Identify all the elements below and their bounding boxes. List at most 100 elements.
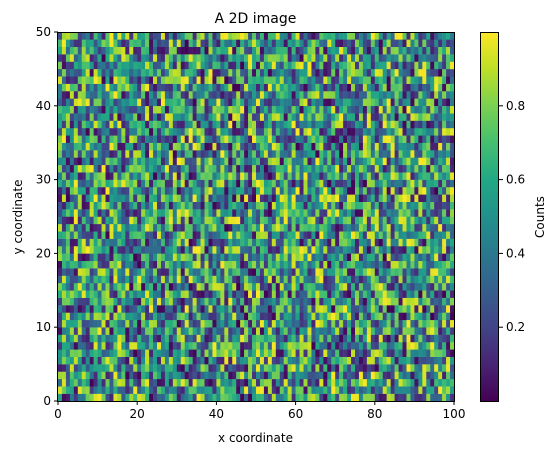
heatmap-cell	[137, 135, 142, 143]
heatmap-cell	[343, 312, 348, 321]
heatmap-cell	[117, 76, 122, 84]
heatmap-cell	[232, 105, 237, 114]
heatmap-cell	[382, 120, 387, 129]
heatmap-cell	[89, 275, 94, 284]
heatmap-cell	[252, 54, 257, 62]
heatmap-cell	[406, 179, 411, 188]
heatmap-cell	[212, 172, 217, 180]
heatmap-cell	[93, 305, 98, 313]
heatmap-cell	[240, 364, 245, 372]
heatmap-cell	[351, 341, 356, 350]
heatmap-cell	[137, 297, 142, 306]
heatmap-cell	[244, 83, 249, 92]
heatmap-cell	[164, 105, 170, 114]
heatmap-cell	[113, 127, 118, 136]
heatmap-cell	[81, 209, 86, 217]
heatmap-cell	[133, 46, 138, 55]
heatmap-cell	[101, 68, 106, 77]
heatmap-cell	[402, 127, 407, 136]
heatmap-cell	[248, 282, 253, 291]
heatmap-cell	[89, 349, 94, 357]
heatmap-cell	[442, 105, 447, 114]
heatmap-cell	[446, 83, 451, 92]
heatmap-cell	[105, 157, 110, 166]
heatmap-cell	[58, 334, 63, 343]
heatmap-cell	[307, 142, 312, 151]
heatmap-cell	[331, 393, 336, 402]
heatmap-cell	[362, 386, 368, 394]
heatmap-cell	[164, 319, 170, 328]
heatmap-cell	[85, 91, 90, 99]
heatmap-cell	[97, 312, 102, 321]
heatmap-cell	[77, 305, 83, 313]
heatmap-cell	[232, 113, 237, 121]
heatmap-cell	[351, 54, 356, 62]
heatmap-cell	[275, 135, 281, 143]
heatmap-cell	[351, 201, 356, 210]
heatmap-cell	[58, 39, 63, 48]
heatmap-cell	[267, 201, 273, 210]
heatmap-cell	[402, 113, 407, 121]
heatmap-cell	[200, 282, 205, 291]
heatmap-cell	[97, 127, 102, 136]
heatmap-cell	[236, 378, 241, 387]
heatmap-cell	[168, 105, 174, 114]
heatmap-cell	[430, 32, 435, 40]
heatmap-cell	[188, 39, 193, 48]
heatmap-cell	[252, 120, 257, 129]
heatmap-cell	[125, 216, 130, 225]
heatmap-cell	[323, 253, 328, 262]
heatmap-cell	[220, 356, 225, 365]
heatmap-cell	[331, 238, 336, 247]
heatmap-cell	[129, 356, 134, 365]
heatmap-cell	[335, 68, 340, 77]
heatmap-cell	[58, 98, 63, 107]
heatmap-cell	[220, 312, 225, 321]
heatmap-cell	[390, 98, 395, 107]
heatmap-cell	[390, 113, 395, 121]
heatmap-cell	[180, 275, 185, 284]
heatmap-cell	[299, 238, 304, 247]
heatmap-cell	[335, 209, 340, 217]
heatmap-cell	[212, 150, 217, 158]
heatmap-cell	[204, 268, 209, 276]
heatmap-cell	[446, 268, 451, 276]
heatmap-cell	[422, 98, 427, 107]
heatmap-cell	[89, 201, 94, 210]
heatmap-cell	[422, 76, 427, 84]
heatmap-cell	[248, 54, 253, 62]
heatmap-cell	[188, 378, 193, 387]
heatmap-cell	[69, 68, 75, 77]
heatmap-cell	[279, 260, 284, 269]
heatmap-cell	[117, 297, 122, 306]
heatmap-cell	[77, 98, 83, 107]
heatmap-cell	[141, 54, 146, 62]
heatmap-cell	[133, 341, 138, 350]
heatmap-cell	[105, 312, 110, 321]
heatmap-cell	[422, 341, 427, 350]
heatmap-cell	[252, 364, 257, 372]
heatmap-cell	[402, 356, 407, 365]
heatmap-cell	[184, 305, 189, 313]
heatmap-cell	[275, 120, 281, 129]
heatmap-cell	[236, 76, 241, 84]
heatmap-cell	[358, 150, 364, 158]
heatmap-cell	[263, 83, 269, 92]
heatmap-cell	[303, 275, 308, 284]
heatmap-cell	[319, 46, 324, 55]
heatmap-cell	[291, 386, 296, 394]
heatmap-cell	[343, 113, 348, 121]
heatmap-cell	[113, 290, 118, 298]
heatmap-cell	[149, 305, 154, 313]
heatmap-cell	[216, 341, 221, 350]
heatmap-cell	[109, 120, 114, 129]
heatmap-cell	[192, 297, 197, 306]
heatmap-cell	[327, 312, 332, 321]
heatmap-cell	[315, 341, 320, 350]
heatmap-cell	[212, 231, 217, 239]
heatmap-cell	[224, 76, 229, 84]
heatmap-cell	[160, 39, 166, 48]
heatmap-cell	[355, 164, 360, 173]
heatmap-cell	[93, 386, 98, 394]
heatmap-cell	[89, 113, 94, 121]
